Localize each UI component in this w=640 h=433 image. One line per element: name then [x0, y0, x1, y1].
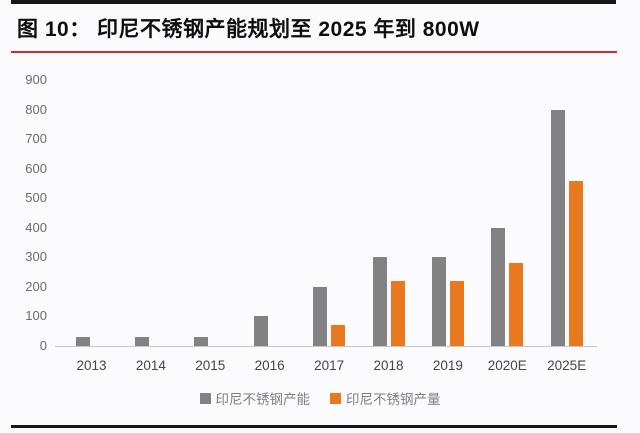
bar-capacity-2014 — [134, 337, 149, 346]
bar-capacity-2013 — [75, 337, 90, 346]
x-axis-label: 2019 — [432, 358, 463, 373]
chart-legend: 印尼不锈钢产能 印尼不锈钢产量 — [0, 388, 640, 408]
bottom-divider — [11, 425, 617, 428]
legend-swatch-icon — [199, 392, 211, 404]
y-axis-tick: 400 — [25, 219, 47, 235]
x-axis-line — [55, 346, 597, 347]
x-axis-label: 2018 — [373, 358, 404, 373]
legend-item: 印尼不锈钢产量 — [330, 388, 441, 408]
bar-production-2017 — [331, 325, 346, 346]
bar-capacity-2020E — [491, 227, 506, 346]
bar-capacity-2025E — [550, 109, 565, 346]
legend-label: 印尼不锈钢产量 — [346, 392, 441, 407]
bar-production-2018 — [390, 280, 405, 346]
bar-capacity-2019 — [431, 257, 446, 346]
y-axis-tick: 600 — [25, 160, 47, 176]
legend-label: 印尼不锈钢产能 — [215, 392, 311, 407]
title-underline — [11, 51, 617, 53]
bar-production-2019 — [449, 280, 464, 346]
bar-production-2020E — [509, 263, 524, 346]
x-axis-label: 2013 — [76, 358, 107, 373]
y-axis-tick: 500 — [25, 190, 47, 206]
bar-capacity-2016 — [253, 316, 268, 346]
legend-item: 印尼不锈钢产能 — [199, 388, 311, 408]
x-axis-label: 2016 — [254, 358, 285, 373]
y-axis-tick: 0 — [39, 338, 47, 353]
figure-title: 图 10： 印尼不锈钢产能规划至 2025 年到 800W — [17, 18, 480, 41]
x-axis-label: 2025E — [547, 358, 587, 373]
y-axis-tick: 300 — [25, 249, 47, 265]
y-axis-tick: 700 — [25, 131, 47, 147]
x-axis-label: 2014 — [135, 358, 166, 373]
x-axis-label: 2015 — [195, 358, 226, 373]
bar-capacity-2018 — [372, 257, 387, 346]
y-axis-tick: 200 — [25, 278, 47, 294]
bar-capacity-2015 — [194, 337, 209, 346]
bar-production-2025E — [568, 180, 583, 346]
y-axis-tick: 900 — [25, 72, 47, 88]
y-axis-tick: 100 — [25, 308, 47, 324]
x-axis-label: 2017 — [314, 358, 345, 373]
top-divider — [11, 0, 616, 4]
x-axis-label: 2020E — [487, 358, 527, 373]
y-axis-tick: 800 — [25, 101, 47, 117]
legend-swatch-icon — [330, 392, 341, 404]
bar-capacity-2017 — [313, 286, 328, 346]
